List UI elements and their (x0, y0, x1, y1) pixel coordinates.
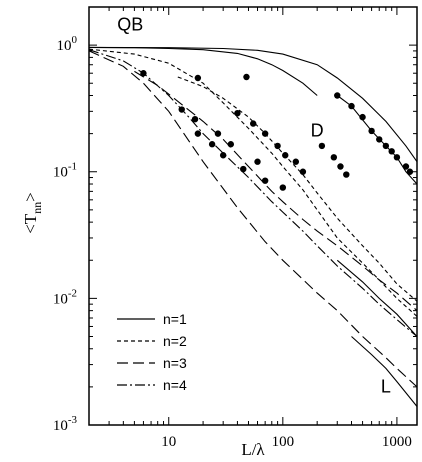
y-tick-label-base: 10 (53, 418, 68, 434)
legend-label-n4: n=4 (163, 377, 187, 393)
data-marker (227, 141, 235, 148)
x-tick-label: 10 (161, 434, 176, 450)
data-marker (368, 127, 375, 135)
region-labels: QB D L (117, 15, 391, 397)
data-marker (140, 70, 147, 77)
series-line-n4 (88, 49, 418, 337)
data-marker (194, 74, 202, 82)
y-axis-title-base: <T (21, 213, 40, 234)
legend-label-n1: n=1 (163, 311, 187, 327)
data-marker (261, 130, 269, 137)
data-marker (348, 102, 355, 110)
x-tick-label: 100 (272, 434, 295, 450)
data-marker (376, 136, 383, 143)
y-tick-label-exp: 0 (72, 34, 78, 46)
y-axis-title: <Tnn> (21, 192, 44, 234)
y-tick-label-exp: -1 (68, 161, 77, 173)
series-line-n3 (134, 70, 418, 312)
data-marker (343, 171, 350, 178)
data-marker (261, 177, 269, 184)
data-marker (359, 113, 366, 121)
series-line-n1 (351, 336, 418, 407)
plot-frame (88, 6, 418, 426)
data-marker (406, 168, 414, 175)
x-tick-label: 1000 (382, 434, 412, 450)
data-marker (243, 73, 250, 81)
data-marker (250, 120, 257, 127)
y-tick-label: 100 (57, 34, 78, 54)
data-marker (191, 115, 199, 123)
data-markers (140, 70, 414, 191)
y-tick-label-exp: -3 (68, 414, 78, 426)
series-line-n3 (88, 50, 418, 388)
data-marker (208, 141, 216, 148)
data-marker (292, 158, 300, 165)
y-tick-label-base: 10 (53, 291, 68, 307)
y-axis-title-sub: nn (30, 202, 44, 214)
region-label-d: D (311, 120, 324, 140)
data-marker (282, 152, 289, 159)
y-tick-label: 10-1 (53, 161, 77, 181)
data-marker (279, 184, 287, 191)
y-axis-title-close: > (21, 192, 40, 202)
x-axis-title: L/λ (241, 440, 265, 459)
data-marker (240, 165, 247, 173)
data-marker (393, 154, 401, 161)
data-marker (178, 106, 185, 113)
legend-label-n2: n=2 (163, 333, 187, 349)
y-tick-label-exp: -2 (68, 287, 77, 299)
data-marker (234, 109, 241, 117)
data-marker (382, 142, 390, 150)
axis-ticks (88, 6, 417, 426)
data-marker (318, 142, 326, 150)
series-line-n2 (88, 48, 418, 317)
series-line-n1 (88, 46, 418, 163)
data-marker (388, 148, 395, 155)
data-marker (334, 92, 341, 99)
series-line-n2 (177, 76, 418, 302)
legend-label-n3: n=3 (163, 355, 187, 371)
y-tick-label-base: 10 (57, 38, 72, 54)
region-label-l: L (381, 377, 391, 397)
data-marker (214, 130, 222, 137)
data-marker (254, 158, 261, 165)
data-marker (219, 152, 227, 159)
series-line-n1 (336, 259, 418, 337)
data-marker (299, 168, 307, 175)
data-marker (337, 163, 344, 170)
data-marker (330, 154, 338, 161)
y-tick-label: 10-3 (53, 414, 78, 434)
legend: n=1 n=2 n=3 n=4 (117, 311, 187, 393)
data-marker (274, 142, 281, 150)
data-marker (194, 130, 202, 137)
y-tick-label: 10-2 (53, 287, 77, 307)
region-label-qb: QB (117, 15, 143, 35)
data-marker (402, 163, 410, 170)
series-curves (88, 46, 418, 407)
y-tick-label-base: 10 (53, 165, 68, 181)
